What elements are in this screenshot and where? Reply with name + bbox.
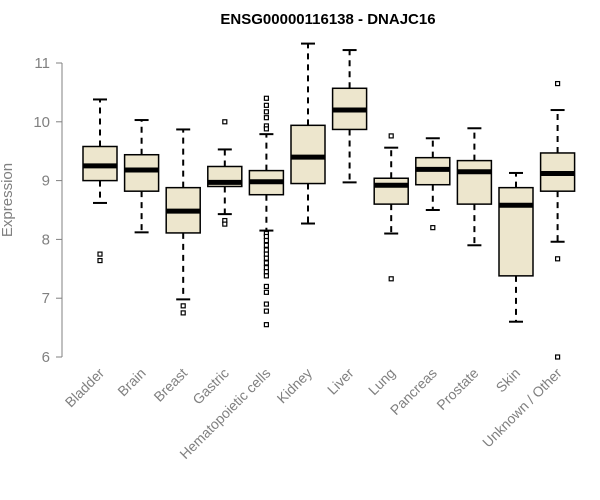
box-prostate (456, 127, 493, 247)
outlier-point (263, 115, 269, 121)
outlier-point (388, 133, 394, 139)
y-tick-label: 10 (33, 114, 50, 131)
y-tick-label: 7 (42, 290, 50, 307)
outlier-point (554, 80, 561, 87)
box-liver (331, 49, 368, 184)
outlier-point (430, 225, 436, 231)
iqr-box (290, 124, 326, 185)
chart-title: ENSG00000116138 - DNAJC16 (220, 11, 435, 28)
outlier-point (263, 301, 269, 307)
iqr-box (123, 153, 160, 192)
plot-area (82, 42, 576, 360)
x-tick-label: Kidney (274, 365, 316, 407)
outlier-point (222, 221, 228, 227)
x-tick-label: Skin (493, 365, 524, 396)
outlier-point (263, 251, 269, 257)
outlier-point (263, 247, 269, 253)
outlier-point (263, 308, 269, 314)
outlier-point (97, 251, 103, 257)
y-tick-label: 11 (34, 55, 50, 72)
outlier-point (263, 255, 269, 261)
box-kidney (290, 42, 326, 225)
outlier-point (263, 265, 269, 271)
box-unknown-other (539, 80, 576, 360)
outlier-point (263, 233, 269, 240)
x-tick-label: Liver (324, 365, 357, 398)
outlier-point (97, 257, 103, 264)
x-tick-label: Lung (365, 365, 398, 398)
y-axis: 6 7 8 9 10 11 (33, 55, 63, 366)
y-tick-label: 8 (42, 231, 50, 248)
outlier-point (263, 237, 269, 244)
y-axis-label: Expression (0, 163, 16, 237)
box-bladder (82, 98, 118, 264)
outlier-point (263, 269, 269, 275)
box-brain (123, 119, 160, 234)
outlier-point (263, 126, 269, 132)
outlier-point (263, 95, 269, 101)
outlier-point (263, 260, 269, 266)
outlier-point (263, 289, 269, 295)
outlier-point (263, 102, 269, 108)
outlier-point (263, 283, 269, 290)
y-tick-label: 9 (42, 173, 50, 190)
iqr-box (498, 186, 534, 277)
outlier-point (554, 256, 561, 262)
box-breast (165, 128, 201, 316)
x-tick-label: Bladder (62, 365, 108, 411)
x-tick-label: Prostate (433, 365, 481, 413)
iqr-box (456, 159, 493, 205)
outlier-point (180, 310, 186, 316)
box-lung (373, 133, 409, 282)
outlier-point (388, 276, 394, 282)
outlier-point (263, 322, 269, 328)
outlier-point (263, 242, 269, 248)
box-hematopoietic-cells (248, 95, 285, 328)
x-tick-label: Breast (150, 365, 190, 405)
x-tick-label: Unknown / Other (479, 365, 565, 451)
outlier-point (263, 273, 269, 279)
iqr-box (373, 177, 409, 205)
box-gastric (207, 119, 243, 227)
outlier-point (554, 354, 561, 360)
box-pancreas (415, 137, 451, 231)
y-tick-label: 6 (42, 349, 50, 366)
outlier-point (222, 119, 228, 125)
box-skin (498, 171, 534, 323)
outlier-point (180, 303, 186, 309)
x-tick-label: Brain (114, 365, 148, 399)
outlier-point (263, 109, 269, 115)
